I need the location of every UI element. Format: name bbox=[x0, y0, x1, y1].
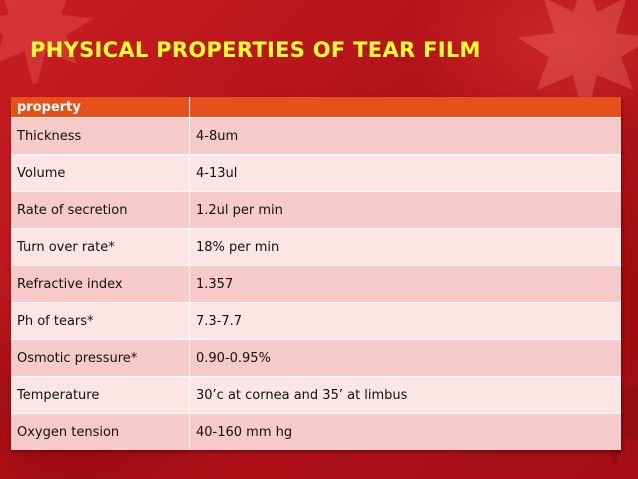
property-cell: Volume bbox=[11, 154, 190, 192]
property-cell: Temperature bbox=[11, 376, 190, 414]
property-cell: Osmotic pressure* bbox=[11, 339, 190, 377]
property-cell: Turn over rate* bbox=[11, 228, 190, 266]
table-row: Thickness 4-8um bbox=[11, 117, 621, 155]
value-cell: 1.2ul per min bbox=[189, 191, 621, 229]
table-row: Refractive index 1.357 bbox=[11, 265, 621, 303]
slide-title: PHYSICAL PROPERTIES OF TEAR FILM bbox=[30, 38, 481, 62]
property-cell: Rate of secretion bbox=[11, 191, 190, 229]
properties-table: property Thickness 4-8um Volume 4-13ul R… bbox=[11, 97, 621, 450]
property-cell: Ph of tears* bbox=[11, 302, 190, 340]
value-cell: 0.90-0.95% bbox=[189, 339, 621, 377]
maple-leaf-icon bbox=[517, 0, 638, 113]
table-row: Oxygen tension 40-160 mm hg bbox=[11, 413, 621, 450]
value-cell: 18% per min bbox=[189, 228, 621, 266]
property-cell: Refractive index bbox=[11, 265, 190, 303]
table-row: Rate of secretion 1.2ul per min bbox=[11, 191, 621, 229]
table-row: Turn over rate* 18% per min bbox=[11, 228, 621, 266]
value-cell: 1.357 bbox=[189, 265, 621, 303]
table-row: Osmotic pressure* 0.90-0.95% bbox=[11, 339, 621, 377]
column-header-value bbox=[189, 97, 621, 118]
table-row: Ph of tears* 7.3-7.7 bbox=[11, 302, 621, 340]
table-row: Temperature 30’c at cornea and 35’ at li… bbox=[11, 376, 621, 414]
value-cell: 30’c at cornea and 35’ at limbus bbox=[189, 376, 621, 414]
property-cell: Oxygen tension bbox=[11, 413, 190, 450]
value-cell: 4-13ul bbox=[189, 154, 621, 192]
value-cell: 7.3-7.7 bbox=[189, 302, 621, 340]
value-cell: 40-160 mm hg bbox=[189, 413, 621, 450]
table-header-row: property bbox=[11, 97, 621, 118]
table-row: Volume 4-13ul bbox=[11, 154, 621, 192]
property-cell: Thickness bbox=[11, 117, 190, 155]
maple-leaf-icon bbox=[0, 0, 94, 84]
value-cell: 4-8um bbox=[189, 117, 621, 155]
column-header-property: property bbox=[11, 97, 190, 118]
